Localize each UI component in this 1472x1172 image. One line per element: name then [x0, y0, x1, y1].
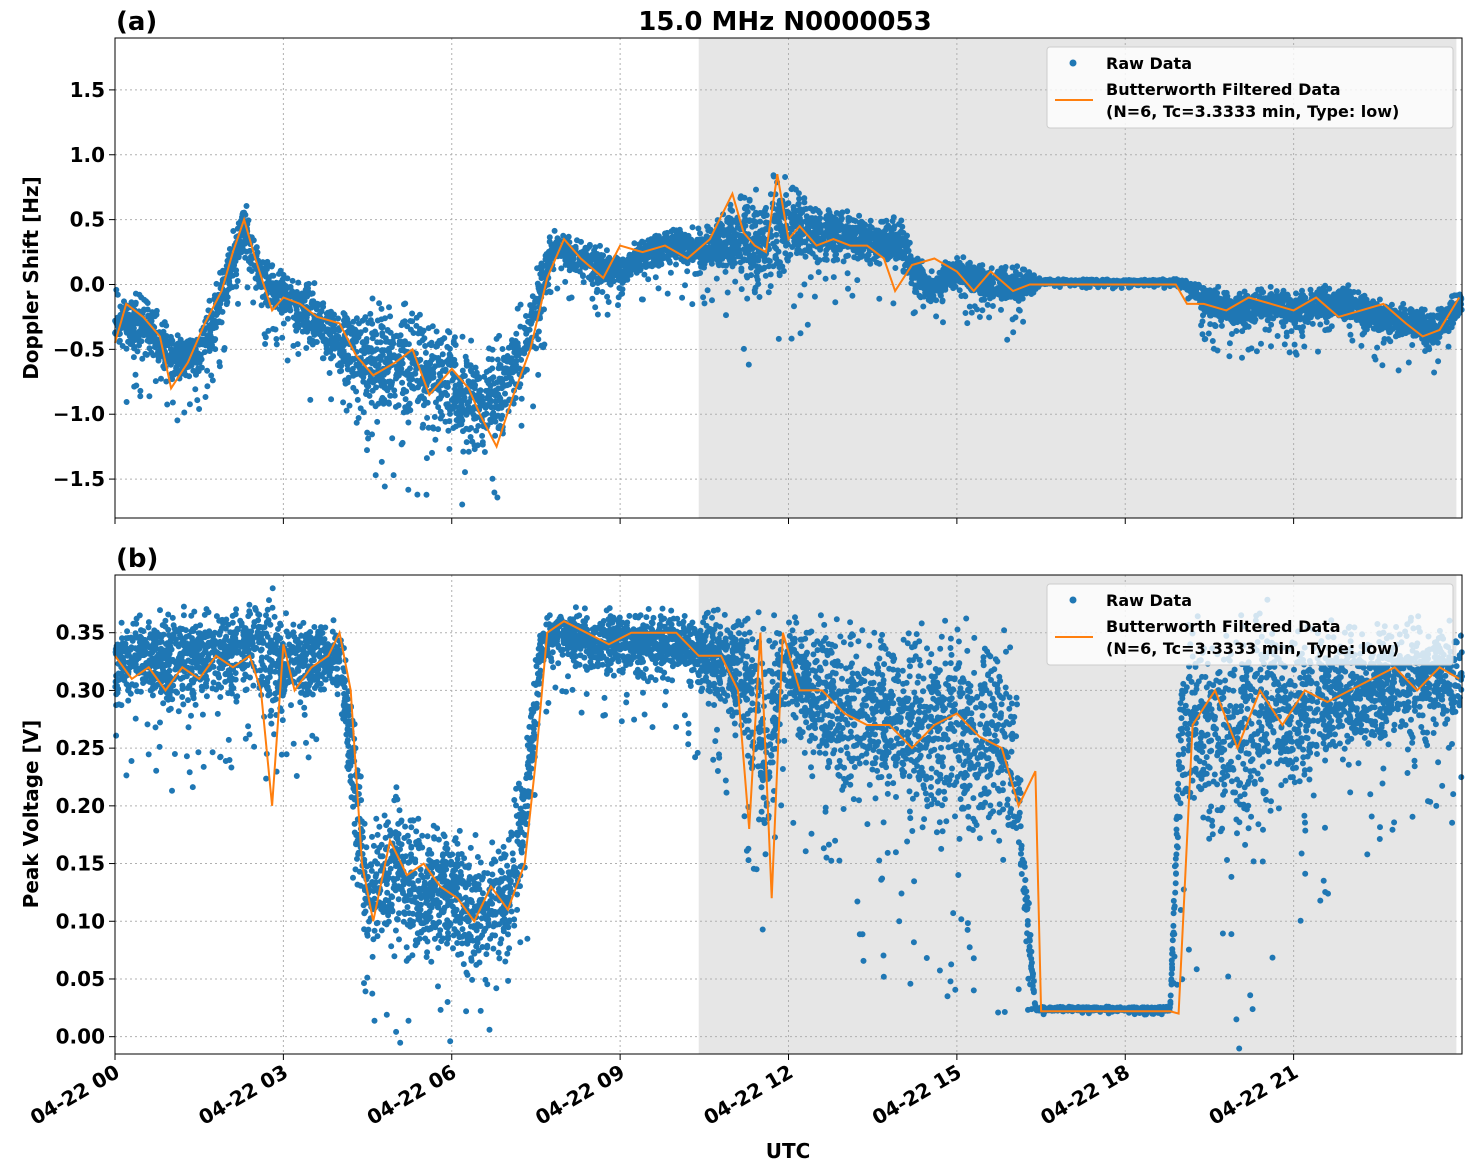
panel-b-y-axis-label: Peak Voltage [V] — [19, 720, 43, 909]
panel-a-filtered-line — [114, 174, 1461, 450]
y-tick-label: 0.5 — [70, 208, 105, 232]
y-tick-label: −1.5 — [53, 467, 105, 491]
raw-data-point — [112, 172, 1465, 508]
panel-b-legend-filtered-label-1: Butterworth Filtered Data — [1106, 617, 1341, 636]
y-tick-label: 1.5 — [70, 78, 105, 102]
panel-b-x-ticks: 04-22 00 04-22 03 04-22 06 04-22 09 04-22 12… — [26, 1054, 1302, 1130]
y-tick-label: 0.0 — [70, 272, 105, 296]
panel-b-legend: Raw Data Butterworth Filtered Data (N=6,… — [1046, 583, 1454, 666]
y-tick-label: 0.00 — [56, 1025, 105, 1049]
panel-a-legend-raw-label: Raw Data — [1106, 54, 1192, 73]
x-tick-label: 04-22 15 — [868, 1060, 966, 1130]
panel-a-legend-raw-marker — [1069, 59, 1077, 67]
y-tick-label: −0.5 — [53, 337, 105, 361]
panel-a-legend-filtered-label-1: Butterworth Filtered Data — [1106, 80, 1341, 99]
panel-b-legend-raw-marker — [1069, 596, 1077, 604]
y-tick-label: 0.05 — [56, 967, 105, 991]
x-tick-label: 04-22 03 — [194, 1060, 292, 1130]
x-tick-label: 04-22 12 — [699, 1060, 797, 1130]
panel-b-label: (b) — [116, 544, 158, 574]
panel-a-x-ticks — [114, 518, 1295, 524]
panel-b-legend-box — [1046, 583, 1454, 666]
panel-a-legend-box — [1046, 46, 1454, 129]
panel-b-legend-raw-label: Raw Data — [1106, 591, 1192, 610]
x-tick-label: 04-22 18 — [1036, 1060, 1134, 1130]
raw-data-point — [112, 585, 1465, 1052]
panel-a-legend: Raw Data Butterworth Filtered Data (N=6,… — [1046, 46, 1454, 129]
y-tick-label: 0.30 — [56, 678, 105, 702]
panel-b: 0.00 0.05 0.10 0.15 0.20 0.25 0.30 0.35 04-22 0… — [19, 544, 1465, 1163]
x-tick-label: 04-22 09 — [531, 1060, 629, 1130]
panel-a-raw-data-points — [112, 172, 1465, 508]
y-tick-label: 0.15 — [56, 852, 105, 876]
x-tick-label: 04-22 00 — [26, 1060, 124, 1130]
y-tick-label: 0.35 — [56, 621, 105, 645]
panel-a-label: (a) — [116, 7, 157, 37]
panel-a-frame — [114, 37, 1463, 519]
panel-b-y-ticks: 0.00 0.05 0.10 0.15 0.20 0.25 0.30 0.35 — [56, 621, 115, 1049]
x-tick-label: 04-22 21 — [1205, 1060, 1303, 1130]
x-tick-label: 04-22 06 — [363, 1060, 461, 1130]
panel-a-y-ticks: −1.5 −1.0 −0.5 0.0 0.5 1.0 1.5 — [53, 78, 115, 491]
y-tick-label: 0.20 — [56, 794, 105, 818]
y-tick-label: 0.25 — [56, 736, 105, 760]
panel-a-y-axis-label: Doppler Shift [Hz] — [19, 176, 43, 380]
panel-b-frame — [114, 574, 1463, 1055]
panel-a-legend-filtered-label-2: (N=6, Tc=3.3333 min, Type: low) — [1106, 102, 1399, 121]
y-tick-label: 0.10 — [56, 909, 105, 933]
y-tick-label: 1.0 — [70, 143, 105, 167]
x-axis-label: UTC — [766, 1139, 811, 1163]
panel-b-filtered-line — [114, 620, 1460, 1015]
panel-a: −1.5 −1.0 −0.5 0.0 0.5 1.0 1.5 (a) 15.0 MHz N0… — [19, 7, 1465, 524]
y-tick-label: −1.0 — [53, 402, 105, 426]
panel-b-raw-data-points — [112, 585, 1465, 1052]
chart-title: 15.0 MHz N0000053 — [638, 7, 931, 37]
panel-b-legend-filtered-label-2: (N=6, Tc=3.3333 min, Type: low) — [1106, 639, 1399, 658]
